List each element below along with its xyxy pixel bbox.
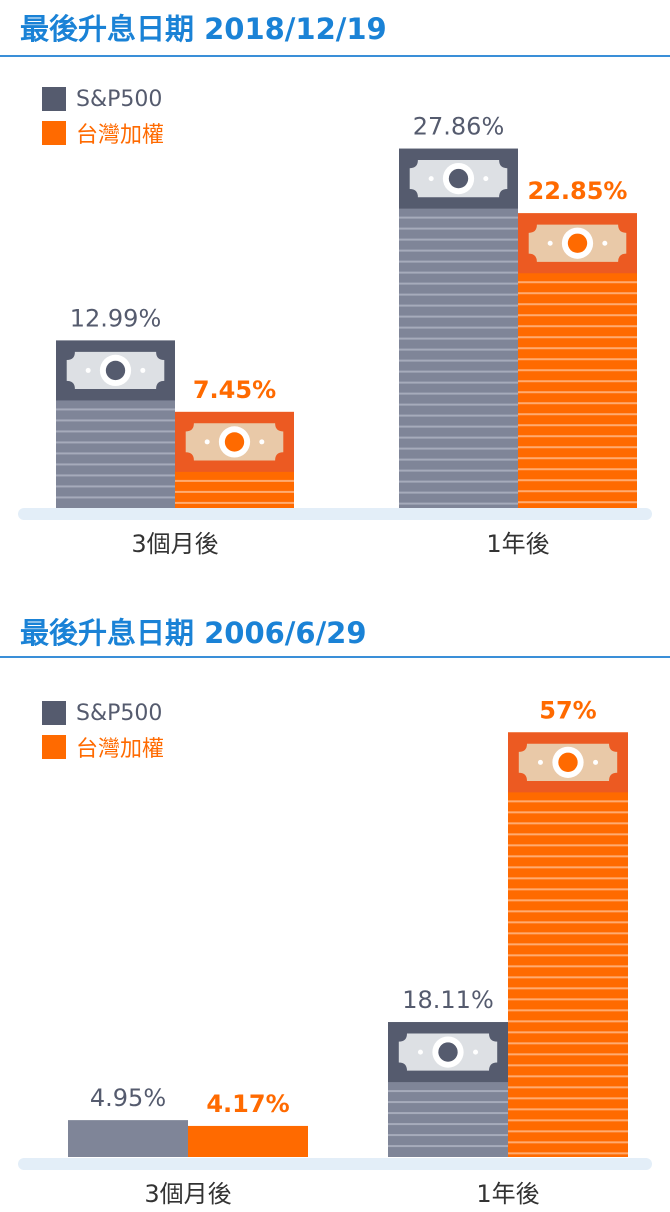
legend-item-taiex: 台灣加權 bbox=[42, 116, 164, 150]
chart-section-2006: 最後升息日期 2006/6/29 S&P500 台灣加權 4.95% 4.17% 3… bbox=[0, 600, 670, 1212]
legend: S&P500 台灣加權 bbox=[42, 82, 164, 150]
legend-swatch-taiex bbox=[42, 121, 66, 145]
x-tick-label: 1年後 bbox=[486, 530, 549, 558]
banknote-icon bbox=[518, 213, 637, 274]
bar-taiex-1y bbox=[508, 732, 628, 1157]
bar-sp500-3m bbox=[56, 340, 175, 508]
data-label: 18.11% bbox=[402, 986, 494, 1014]
banknote-icon bbox=[399, 148, 518, 209]
bar-sp500-3m bbox=[68, 1120, 188, 1157]
banknote-icon bbox=[508, 732, 628, 793]
legend-swatch-taiex bbox=[42, 735, 66, 759]
bar-taiex-3m bbox=[188, 1125, 308, 1157]
chart-baseline bbox=[18, 508, 652, 520]
legend-label-taiex: 台灣加權 bbox=[76, 123, 165, 148]
title-divider bbox=[0, 656, 670, 658]
x-tick-label: 1年後 bbox=[476, 1180, 539, 1208]
data-label: 4.95% bbox=[90, 1084, 166, 1112]
chart-baseline bbox=[18, 1158, 652, 1170]
legend-item-taiex: 台灣加權 bbox=[42, 730, 164, 764]
data-label: 22.85% bbox=[528, 177, 628, 205]
legend-item-sp500: S&P500 bbox=[42, 696, 164, 730]
bar-chart-2018: 12.99% 7.45% 3個月後 27.86% 22.85% 1年後 bbox=[18, 113, 652, 558]
data-label: 57% bbox=[539, 696, 596, 724]
legend-label-sp500: S&P500 bbox=[76, 86, 163, 112]
legend: S&P500 台灣加權 bbox=[42, 696, 164, 764]
banknote-icon bbox=[56, 340, 175, 401]
x-tick-label: 3個月後 bbox=[144, 1180, 231, 1208]
bar-taiex-3m bbox=[175, 411, 294, 508]
title-divider bbox=[0, 55, 670, 57]
bar-sp500-1y bbox=[388, 1022, 508, 1157]
banknote-icon bbox=[175, 411, 294, 472]
legend-item-sp500: S&P500 bbox=[42, 82, 164, 116]
bar-taiex-1y bbox=[518, 213, 637, 509]
banknote-icon bbox=[388, 1022, 508, 1083]
data-label: 12.99% bbox=[70, 304, 162, 332]
x-tick-label: 3個月後 bbox=[131, 530, 218, 558]
chart-title: 最後升息日期 2018/12/19 bbox=[20, 12, 387, 46]
data-label: 4.17% bbox=[206, 1090, 289, 1118]
chart-title: 最後升息日期 2006/6/29 bbox=[20, 616, 367, 650]
legend-label-sp500: S&P500 bbox=[76, 700, 163, 726]
chart-section-2018: 最後升息日期 2018/12/19 S&P500 台灣加權 12.99% 7.45… bbox=[0, 0, 670, 600]
legend-swatch-sp500 bbox=[42, 87, 66, 111]
data-label: 7.45% bbox=[193, 376, 276, 404]
legend-swatch-sp500 bbox=[42, 701, 66, 725]
data-label: 27.86% bbox=[413, 113, 505, 141]
bar-chart-2006: 4.95% 4.17% 3個月後 18.11% 57% 1年後 bbox=[18, 696, 652, 1208]
legend-label-taiex: 台灣加權 bbox=[76, 737, 165, 762]
bar-sp500-1y bbox=[399, 148, 518, 508]
